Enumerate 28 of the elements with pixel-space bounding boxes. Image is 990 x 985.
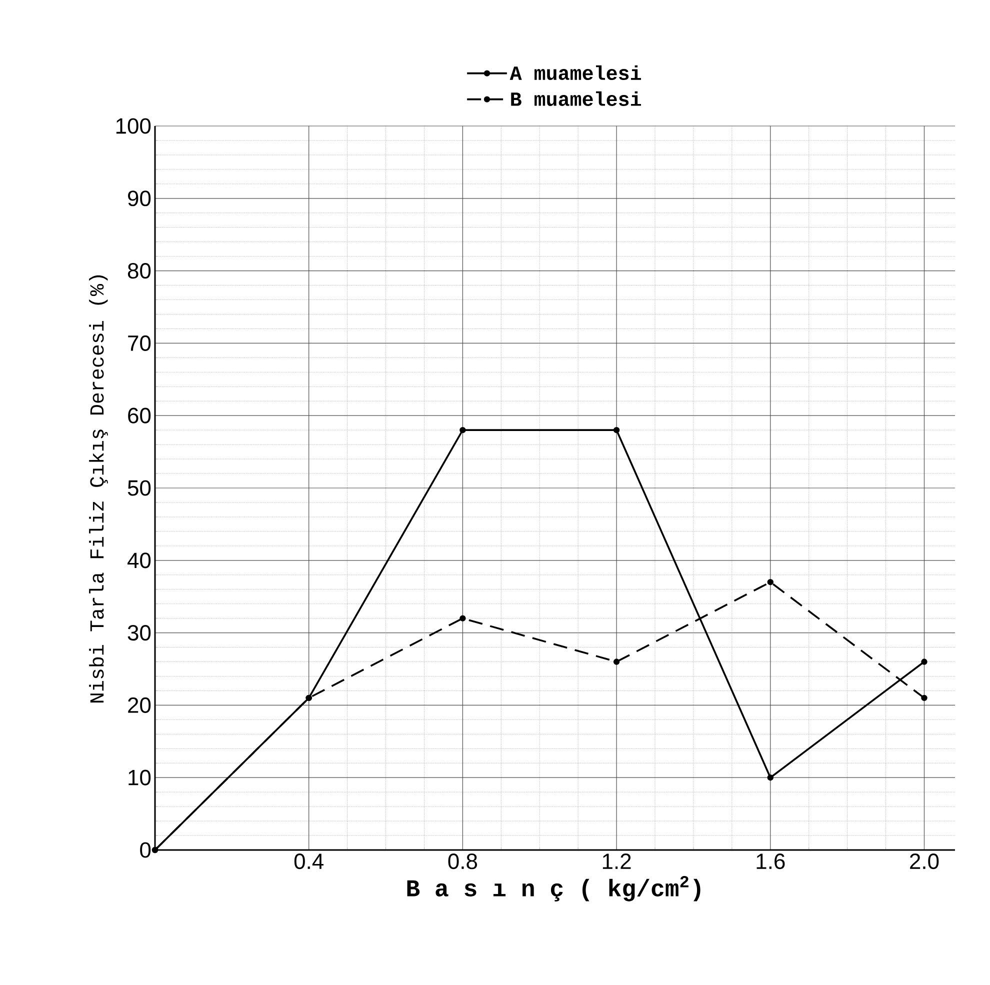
y-tick-label: 90 <box>128 190 151 206</box>
y-tick-label: 60 <box>128 408 151 424</box>
x-tick-label: 2.0 <box>910 854 939 870</box>
point <box>460 615 466 622</box>
x-axis-title: B a s ı n ç ( kg/cm$^{2}$) <box>407 876 700 902</box>
legend-label: A muamelesi <box>510 65 642 80</box>
y-tick-label: 0 <box>140 842 151 858</box>
x-tick-label: 1.2 <box>602 854 631 869</box>
y-axis-title: Nisbi Tarla Filiz Çıkış Derecesi (%) <box>89 275 108 702</box>
x-tick-label: 0.4 <box>294 854 324 870</box>
y-tick-label: 70 <box>128 335 151 351</box>
y-tick-label: 20 <box>128 697 151 713</box>
point <box>767 579 774 586</box>
point <box>613 658 620 665</box>
y-tick-label: 10 <box>128 770 151 786</box>
x-tick-label: 1.6 <box>756 854 785 870</box>
legend-label: B muamelesi <box>511 91 642 106</box>
y-tick-label: 80 <box>128 262 151 279</box>
point <box>460 426 466 434</box>
y-tick-label: 30 <box>128 625 151 641</box>
y-tick-label: 40 <box>128 552 151 568</box>
point <box>613 426 620 434</box>
point <box>921 694 928 702</box>
y-tick-label: 100 <box>116 118 151 134</box>
point <box>921 658 928 665</box>
x-tick-label: 0.8 <box>448 854 478 870</box>
point <box>767 774 774 781</box>
y-tick-label: 50 <box>128 480 151 496</box>
